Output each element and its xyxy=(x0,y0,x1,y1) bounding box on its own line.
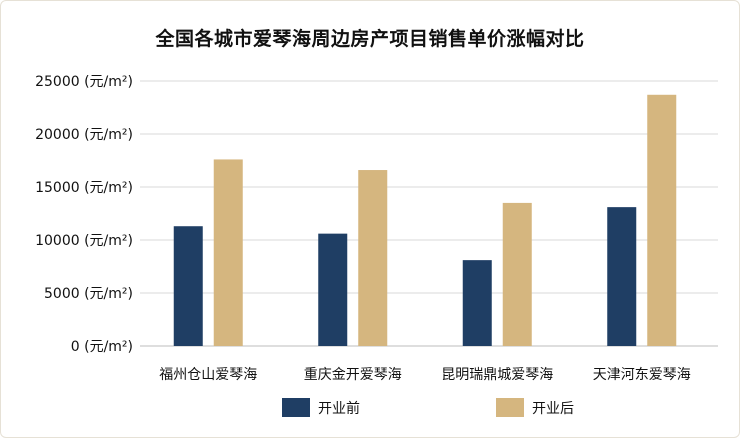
y-tick-label: 15000 (元/m²) xyxy=(35,180,133,196)
legend: 开业前 开业后 xyxy=(282,398,574,417)
x-category-label: 福州仓山爱琴海 xyxy=(159,367,257,383)
y-tick-label: 0 (元/m²) xyxy=(71,339,133,355)
bar-before xyxy=(318,233,348,346)
y-tick-label: 10000 (元/m²) xyxy=(35,233,133,249)
chart-title: 全国各城市爱琴海周边房产项目销售单价涨幅对比 xyxy=(155,28,585,50)
legend-swatch xyxy=(496,398,524,417)
y-tick-label: 20000 (元/m²) xyxy=(35,127,133,143)
bar-before xyxy=(173,226,203,346)
x-category-label: 昆明瑞鼎城爱琴海 xyxy=(441,367,553,383)
bar-after xyxy=(213,159,243,346)
y-tick-label: 25000 (元/m²) xyxy=(35,74,133,90)
x-category-label: 重庆金开爱琴海 xyxy=(304,367,402,383)
y-tick-label: 5000 (元/m²) xyxy=(44,286,133,302)
bar-before xyxy=(607,207,637,346)
legend-label: 开业后 xyxy=(532,401,574,417)
legend-swatch xyxy=(282,398,310,417)
bars xyxy=(173,94,677,346)
y-axis-tick-labels: 0 (元/m²) 5000 (元/m²) 10000 (元/m²) 15000 (元/… xyxy=(35,74,133,355)
bar-after xyxy=(502,202,532,346)
bar-after xyxy=(647,94,677,346)
bar-after xyxy=(358,170,388,346)
x-category-label: 天津河东爱琴海 xyxy=(593,367,691,383)
legend-label: 开业前 xyxy=(318,400,360,417)
x-axis-category-labels: 福州仓山爱琴海 重庆金开爱琴海 昆明瑞鼎城爱琴海 天津河东爱琴海 xyxy=(159,367,691,383)
bar-before xyxy=(462,260,492,346)
